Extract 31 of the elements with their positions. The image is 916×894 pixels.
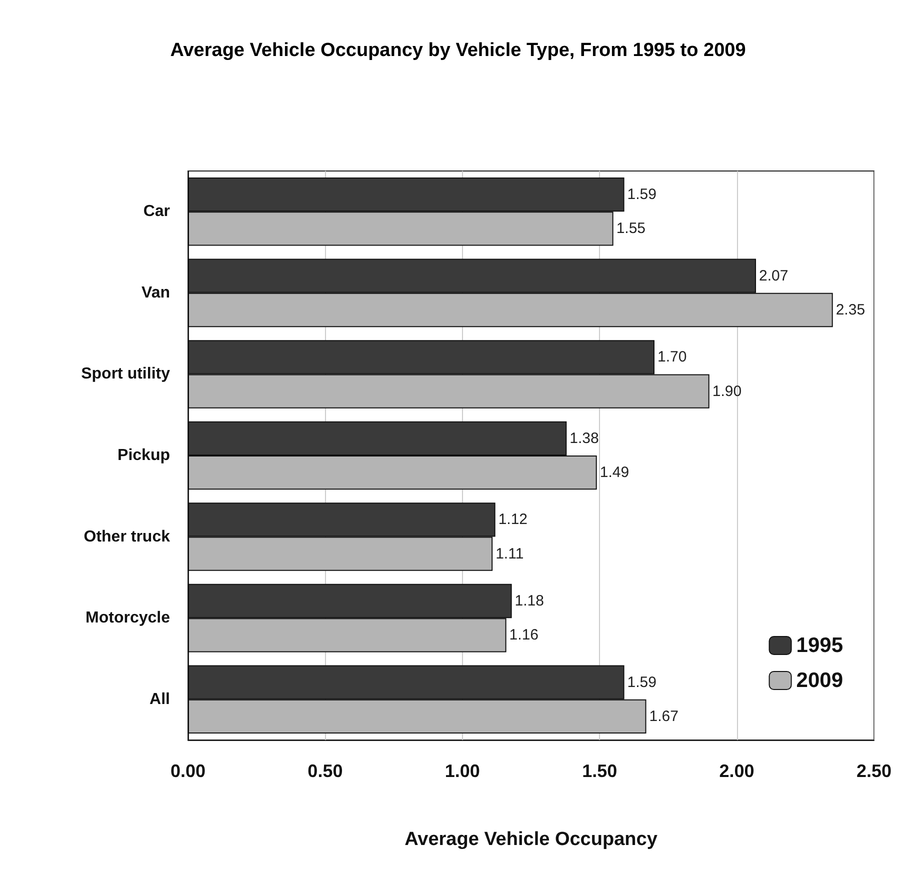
x-tick-label: 0.50 <box>308 761 343 781</box>
data-label: 1.67 <box>649 708 678 725</box>
y-tick-label: Sport utility <box>81 366 170 383</box>
data-label: 1.11 <box>496 545 524 562</box>
y-tick-label: Car <box>143 203 170 220</box>
y-tick-label: Pickup <box>118 447 170 464</box>
data-label: 1.59 <box>627 674 656 691</box>
data-label: 1.18 <box>514 592 544 610</box>
y-tick-label: Motorcycle <box>86 610 170 627</box>
y-tick-label: Van <box>142 284 170 302</box>
data-label: 1.55 <box>616 220 646 238</box>
data-label: 1.49 <box>600 464 630 482</box>
data-label: 1.38 <box>570 430 599 447</box>
data-label: 1.70 <box>657 348 687 366</box>
data-label: 1.59 <box>627 186 656 204</box>
chart-title: Average Vehicle Occupancy by Vehicle Type, From 1995 to 2009 <box>170 40 746 61</box>
x-axis-title: Average Vehicle Occupancy <box>404 829 658 850</box>
data-label: 1.16 <box>509 626 539 644</box>
x-tick-label: 1.50 <box>582 761 618 781</box>
legend-label: 2009 <box>796 669 843 692</box>
x-tick-label: 2.00 <box>719 761 754 781</box>
data-label: 1.12 <box>498 511 528 528</box>
legend-label: 1995 <box>796 634 844 657</box>
x-tick-label: 2.50 <box>856 761 892 781</box>
x-tick-label: 0.00 <box>170 761 206 781</box>
y-tick-label: All <box>150 690 170 708</box>
data-label: 2.35 <box>836 302 866 318</box>
data-label: 2.07 <box>759 267 788 284</box>
x-tick-label: 1.00 <box>444 761 480 781</box>
data-label: 1.90 <box>712 382 742 400</box>
y-tick-label: Other truck <box>84 528 170 546</box>
